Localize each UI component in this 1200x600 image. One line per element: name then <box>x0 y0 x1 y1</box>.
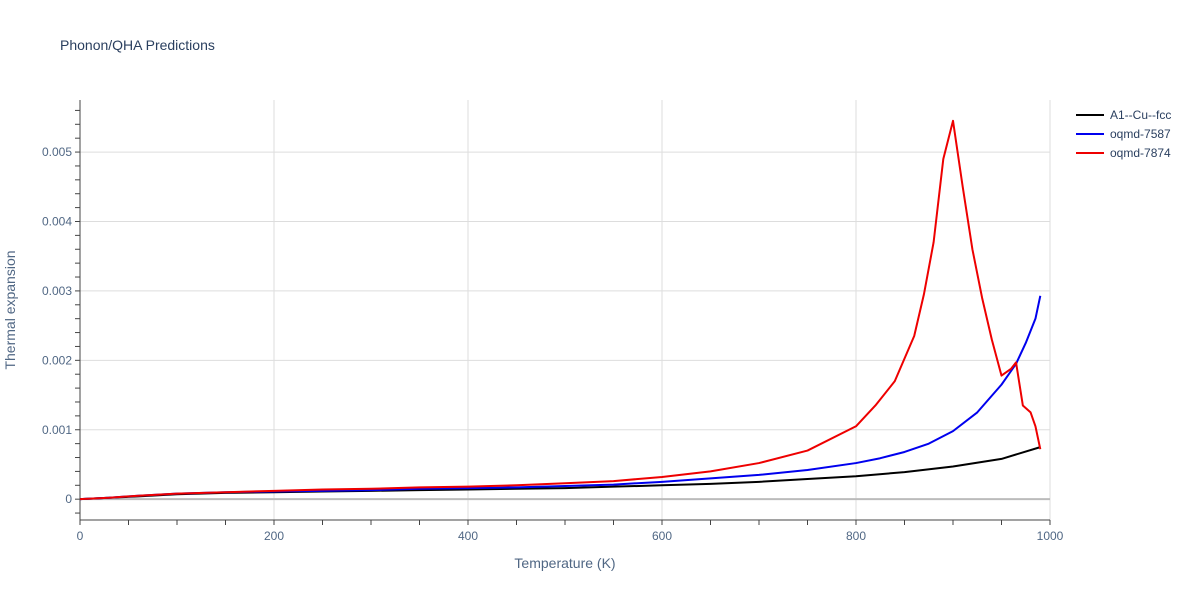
y-tick-label: 0.004 <box>42 214 72 228</box>
series-layer <box>79 119 1042 501</box>
y-tick-label: 0.001 <box>42 423 72 437</box>
series-line-oqmd-7874 <box>79 119 1042 501</box>
legend[interactable]: A1--Cu--fcc oqmd-7587 oqmd-7874 <box>1076 108 1171 160</box>
y-tick-label: 0.003 <box>42 284 72 298</box>
x-tick-label: 1000 <box>1037 529 1064 543</box>
legend-label-oqmd-7587: oqmd-7587 <box>1110 127 1171 141</box>
x-axis-title: Temperature (K) <box>514 555 615 571</box>
x-tick-label: 0 <box>77 529 84 543</box>
x-tick-label: 600 <box>652 529 672 543</box>
series-line-oqmd-7587 <box>79 295 1042 501</box>
y-tick-label: 0.005 <box>42 145 72 159</box>
legend-label-oqmd-7874: oqmd-7874 <box>1110 146 1171 160</box>
legend-label-A1--Cu--fcc: A1--Cu--fcc <box>1110 108 1171 122</box>
x-tick-label: 400 <box>458 529 478 543</box>
y-tick-label: 0 <box>65 492 72 506</box>
y-axis-title: Thermal expansion <box>2 250 18 369</box>
y-tick-label: 0.002 <box>42 353 72 367</box>
chart-title: Phonon/QHA Predictions <box>60 37 215 53</box>
x-tick-label: 800 <box>846 529 866 543</box>
x-tick-label: 200 <box>264 529 284 543</box>
grid-layer <box>80 100 1051 520</box>
axes-layer: 0 200 400 600 800 1000 0 0.001 0.002 0.003 0.004 0.… <box>42 100 1064 543</box>
